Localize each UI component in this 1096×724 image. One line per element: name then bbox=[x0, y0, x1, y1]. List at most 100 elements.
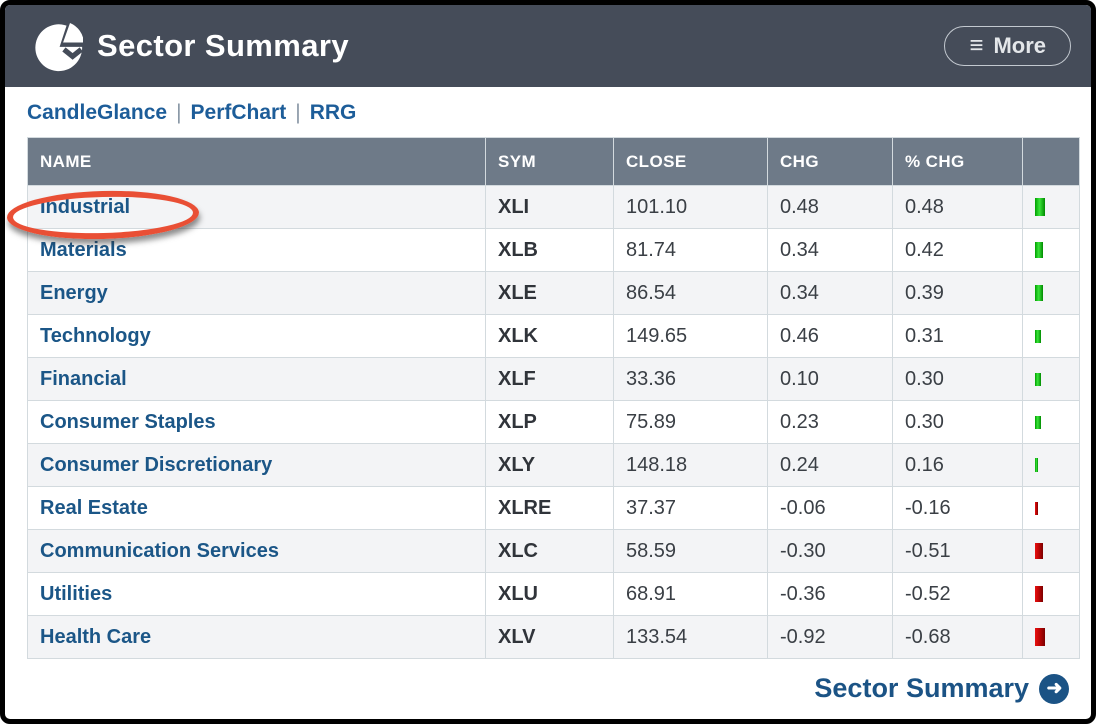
chg-cell: -0.30 bbox=[767, 529, 893, 573]
candle-cell bbox=[1022, 572, 1080, 616]
chg-cell: 0.24 bbox=[767, 443, 893, 487]
name-cell: Financial bbox=[27, 357, 486, 401]
close-cell: 75.89 bbox=[613, 400, 768, 444]
sector-link-xlv[interactable]: Health Care bbox=[40, 625, 152, 648]
column-header-candle bbox=[1022, 137, 1080, 186]
sym-cell: XLU bbox=[485, 572, 614, 616]
sector-link-xlf[interactable]: Financial bbox=[40, 367, 127, 390]
pct-chg-cell: 0.16 bbox=[892, 443, 1023, 487]
column-header-close: CLOSE bbox=[613, 137, 768, 186]
candle-cell bbox=[1022, 314, 1080, 358]
candle-cell bbox=[1022, 400, 1080, 444]
menu-icon: ≡ bbox=[969, 32, 984, 59]
sector-link-xlre[interactable]: Real Estate bbox=[40, 496, 148, 519]
table-row: Industrial XLI 101.10 0.48 0.48 bbox=[27, 185, 1080, 229]
nav-link-perfchart[interactable]: PerfChart bbox=[190, 101, 287, 124]
sym-cell: XLI bbox=[485, 185, 614, 229]
candle-bar-red bbox=[1035, 543, 1043, 559]
pct-chg-cell: -0.52 bbox=[892, 572, 1023, 616]
table-row: Health Care XLV 133.54 -0.92 -0.68 bbox=[27, 615, 1080, 659]
sector-link-xlc[interactable]: Communication Services bbox=[40, 539, 279, 562]
pct-chg-cell: 0.48 bbox=[892, 185, 1023, 229]
name-cell: Industrial bbox=[27, 185, 486, 229]
column-header-chg: CHG bbox=[767, 137, 893, 186]
more-button[interactable]: ≡ More bbox=[944, 26, 1071, 66]
table-row: Technology XLK 149.65 0.46 0.31 bbox=[27, 314, 1080, 358]
sector-link-xli[interactable]: Industrial bbox=[40, 195, 131, 218]
name-cell: Real Estate bbox=[27, 486, 486, 530]
chg-cell: -0.36 bbox=[767, 572, 893, 616]
pct-chg-cell: 0.31 bbox=[892, 314, 1023, 358]
pct-chg-cell: -0.51 bbox=[892, 529, 1023, 573]
table-row: Real Estate XLRE 37.37 -0.06 -0.16 bbox=[27, 486, 1080, 530]
candle-cell bbox=[1022, 357, 1080, 401]
sym-cell: XLRE bbox=[485, 486, 614, 530]
sector-table: NAME SYM CLOSE CHG % CHG Industrial XLI 10… bbox=[27, 137, 1080, 659]
subnav: CandleGlance | PerfChart | RRG bbox=[5, 87, 1091, 137]
chg-cell: -0.06 bbox=[767, 486, 893, 530]
table-row: Financial XLF 33.36 0.10 0.30 bbox=[27, 357, 1080, 401]
nav-link-candleglance[interactable]: CandleGlance bbox=[27, 101, 168, 124]
name-cell: Energy bbox=[27, 271, 486, 315]
sector-link-xly[interactable]: Consumer Discretionary bbox=[40, 453, 273, 476]
sector-link-xlb[interactable]: Materials bbox=[40, 238, 127, 261]
chg-cell: -0.92 bbox=[767, 615, 893, 659]
sector-link-xlp[interactable]: Consumer Staples bbox=[40, 410, 216, 433]
sector-summary-link-label: Sector Summary bbox=[814, 673, 1029, 703]
column-header-name: NAME bbox=[27, 137, 486, 186]
sector-table-header: NAME SYM CLOSE CHG % CHG bbox=[27, 137, 1080, 186]
candle-bar-red bbox=[1035, 501, 1038, 515]
name-cell: Utilities bbox=[27, 572, 486, 616]
chg-cell: 0.34 bbox=[767, 271, 893, 315]
candle-cell bbox=[1022, 443, 1080, 487]
sector-summary-link[interactable]: Sector Summary ➜ bbox=[814, 673, 1069, 704]
sector-link-xlk[interactable]: Technology bbox=[40, 324, 151, 347]
candle-bar-green bbox=[1035, 285, 1043, 301]
close-cell: 37.37 bbox=[613, 486, 768, 530]
close-cell: 133.54 bbox=[613, 615, 768, 659]
candle-bar-green bbox=[1035, 372, 1041, 386]
sym-cell: XLP bbox=[485, 400, 614, 444]
chg-cell: 0.48 bbox=[767, 185, 893, 229]
candle-cell bbox=[1022, 615, 1080, 659]
sym-cell: XLE bbox=[485, 271, 614, 315]
candle-bar-green bbox=[1035, 329, 1041, 343]
arrow-right-circle-icon: ➜ bbox=[1039, 673, 1069, 704]
chg-cell: 0.46 bbox=[767, 314, 893, 358]
name-cell: Materials bbox=[27, 228, 486, 272]
sym-cell: XLC bbox=[485, 529, 614, 573]
pct-chg-cell: 0.42 bbox=[892, 228, 1023, 272]
pct-chg-cell: 0.39 bbox=[892, 271, 1023, 315]
chg-cell: 0.23 bbox=[767, 400, 893, 444]
name-cell: Consumer Staples bbox=[27, 400, 486, 444]
table-row: Energy XLE 86.54 0.34 0.39 bbox=[27, 271, 1080, 315]
close-cell: 33.36 bbox=[613, 357, 768, 401]
candle-cell bbox=[1022, 271, 1080, 315]
table-row: Utilities XLU 68.91 -0.36 -0.52 bbox=[27, 572, 1080, 616]
candle-bar-green bbox=[1035, 242, 1043, 258]
candle-bar-green bbox=[1035, 415, 1041, 429]
chg-cell: 0.10 bbox=[767, 357, 893, 401]
candle-bar-green bbox=[1035, 198, 1045, 216]
close-cell: 68.91 bbox=[613, 572, 768, 616]
sector-table-body: Industrial XLI 101.10 0.48 0.48 Materials XLB 8… bbox=[27, 185, 1080, 659]
sector-link-xle[interactable]: Energy bbox=[40, 281, 108, 304]
close-cell: 86.54 bbox=[613, 271, 768, 315]
candle-bar-red bbox=[1035, 586, 1043, 602]
candle-cell bbox=[1022, 486, 1080, 530]
pct-chg-cell: -0.68 bbox=[892, 615, 1023, 659]
sym-cell: XLK bbox=[485, 314, 614, 358]
name-cell: Technology bbox=[27, 314, 486, 358]
candle-cell bbox=[1022, 228, 1080, 272]
name-cell: Consumer Discretionary bbox=[27, 443, 486, 487]
name-cell: Communication Services bbox=[27, 529, 486, 573]
close-cell: 81.74 bbox=[613, 228, 768, 272]
close-cell: 101.10 bbox=[613, 185, 768, 229]
column-header-sym: SYM bbox=[485, 137, 614, 186]
pct-chg-cell: -0.16 bbox=[892, 486, 1023, 530]
table-row: Consumer Staples XLP 75.89 0.23 0.30 bbox=[27, 400, 1080, 444]
nav-separator: | bbox=[295, 101, 301, 124]
sector-link-xlu[interactable]: Utilities bbox=[40, 582, 113, 605]
nav-link-rrg[interactable]: RRG bbox=[309, 101, 357, 124]
